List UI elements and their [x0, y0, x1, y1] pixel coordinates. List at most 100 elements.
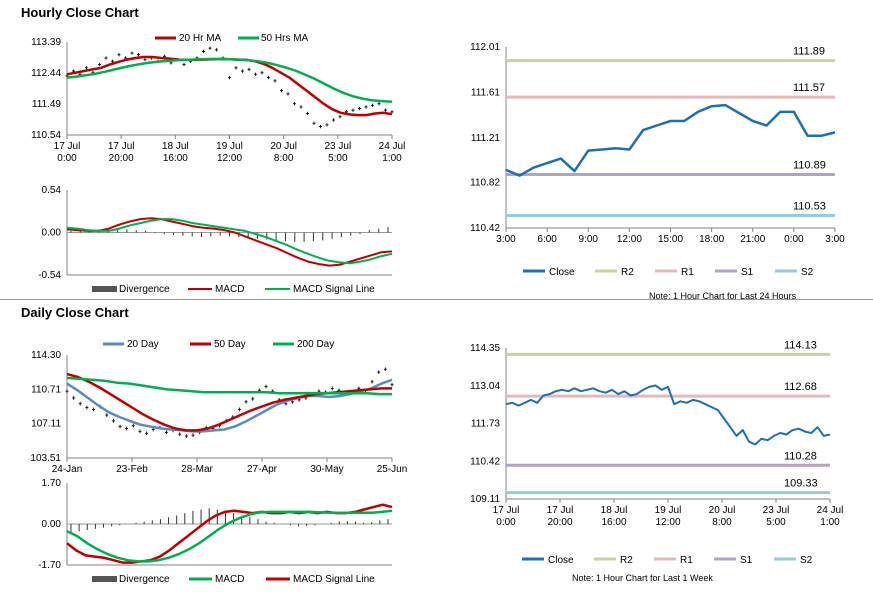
x-tick-label: 23-Feb: [116, 464, 148, 475]
series-line-macd: [66, 217, 393, 267]
x-tick-label: 21:00: [740, 234, 765, 245]
hourly-macd-chart: 0.54 0.00 -0.54 Divergence MACD MACD Signa…: [38, 185, 393, 295]
level-label-s2: 110.53: [793, 200, 826, 212]
y-tick-label: 111.61: [471, 88, 501, 99]
x-tick-label: 8:00: [712, 517, 732, 528]
y-tick-label: 1.70: [42, 478, 62, 489]
x-tick-label: 0:00: [784, 234, 804, 245]
x-tick-label: 23 Jul: [763, 505, 790, 516]
y-tick-label: 0.00: [42, 519, 62, 530]
x-tick-label: 9:00: [579, 234, 599, 245]
level-label-r1: 112.68: [784, 381, 817, 393]
legend-label-20-day: 20 Day: [127, 339, 159, 350]
legend-label-20hr-ma: 20 Hr MA: [179, 33, 222, 44]
y-tick-label: 111.21: [471, 133, 501, 144]
x-tick-label: 17 Jul: [547, 505, 574, 516]
series-line-close: [505, 103, 836, 177]
x-tick-label: 18:00: [699, 234, 724, 245]
legend-label-close: Close: [549, 267, 575, 278]
x-tick-label: 20:00: [109, 153, 134, 164]
level-label-s1: 110.28: [784, 450, 817, 462]
x-tick-label: 3:00: [825, 234, 845, 245]
x-tick-label: 1:00: [382, 153, 402, 164]
legend-label-s2: S2: [800, 555, 813, 566]
x-tick-label: 15:00: [658, 234, 683, 245]
legend-label-200-day: 200 Day: [297, 339, 334, 350]
legend-label-close: Close: [548, 555, 574, 566]
legend-label-r2: R2: [621, 267, 634, 278]
legend-label-r2: R2: [620, 555, 633, 566]
x-tick-label: 24 Jul: [817, 505, 844, 516]
daily-section-title: Daily Close Chart: [21, 305, 129, 320]
x-tick-label: 20:00: [547, 517, 572, 528]
y-tick-label: 111.49: [32, 99, 62, 110]
series-line-50-hrs-ma: [66, 57, 393, 103]
legend-label-macd-signal-daily: MACD Signal Line: [293, 574, 375, 585]
legend-label-s2: S2: [801, 267, 814, 278]
x-tick-label: 20 Jul: [709, 505, 736, 516]
series-line-200-day: [66, 376, 392, 396]
y-tick-label: 110.42: [470, 223, 500, 234]
y-tick-label: 114.30: [31, 350, 61, 361]
y-tick-label: 113.04: [470, 381, 500, 392]
legend-label-macd-daily: MACD: [215, 574, 244, 585]
x-tick-label: 17 Jul: [493, 505, 520, 516]
x-tick-label: 3:00: [496, 234, 516, 245]
x-tick-label: 18 Jul: [162, 141, 189, 152]
y-tick-label: 0.00: [42, 228, 62, 239]
x-tick-label: 5:00: [328, 153, 348, 164]
x-tick-label: 16:00: [163, 153, 188, 164]
y-tick-label: 107.11: [31, 419, 61, 430]
x-tick-label: 18 Jul: [601, 505, 628, 516]
y-tick-label: 0.54: [42, 185, 62, 196]
legend-label-macd-signal: MACD Signal Line: [293, 284, 375, 295]
x-tick-label: 12:00: [617, 234, 642, 245]
legend-label-50hr-ma: 50 Hrs MA: [261, 33, 309, 44]
x-tick-label: 24 Jul: [379, 141, 406, 152]
x-tick-label: 12:00: [655, 517, 680, 528]
legend-label-r1: R1: [680, 555, 693, 566]
x-tick-label: 6:00: [537, 234, 557, 245]
y-tick-label: 112.44: [31, 68, 61, 79]
x-tick-label: 5:00: [766, 517, 786, 528]
hourly-levels-note: Note: 1 Hour Chart for Last 24 Hours: [649, 291, 797, 301]
level-label-r2: 114.13: [784, 339, 817, 351]
legend-label-r1: R1: [681, 267, 694, 278]
x-tick-label: 27-Apr: [247, 464, 278, 475]
y-tick-label: -0.54: [38, 270, 61, 281]
legend-swatch-divergence-daily: [92, 576, 117, 582]
y-tick-label: 114.35: [470, 343, 500, 354]
x-tick-label: 0:00: [57, 153, 77, 164]
series-line-20-day: [66, 378, 393, 433]
y-tick-label: 112.01: [470, 42, 500, 53]
x-tick-label: 19 Jul: [655, 505, 682, 516]
x-tick-label: 17 Jul: [108, 141, 135, 152]
legend-swatch-divergence: [92, 286, 117, 292]
hourly-section-title: Hourly Close Chart: [21, 5, 139, 20]
x-tick-label: 12:00: [217, 153, 242, 164]
x-tick-label: 8:00: [274, 153, 294, 164]
y-tick-label: 109.11: [470, 494, 500, 505]
x-tick-label: 24-Jan: [52, 464, 83, 475]
legend-label-divergence-daily: Divergence: [119, 574, 170, 585]
legend-label-divergence: Divergence: [119, 284, 170, 295]
section-divider: [0, 299, 873, 300]
legend-label-s1: S1: [740, 555, 753, 566]
x-tick-label: 1:00: [820, 517, 840, 528]
legend-label-50-day: 50 Day: [214, 339, 246, 350]
x-tick-label: 19 Jul: [216, 141, 243, 152]
x-tick-label: 16:00: [601, 517, 626, 528]
y-tick-label: 110.54: [31, 130, 61, 141]
y-tick-label: 110.42: [470, 456, 500, 467]
level-label-r1: 111.57: [793, 82, 825, 94]
level-label-s2: 109.33: [784, 478, 818, 490]
level-label-r2: 111.89: [793, 46, 825, 58]
y-tick-label: 110.82: [470, 177, 500, 188]
series-divergence: [70, 508, 389, 533]
series-line-macd-signal-line: [66, 509, 393, 563]
